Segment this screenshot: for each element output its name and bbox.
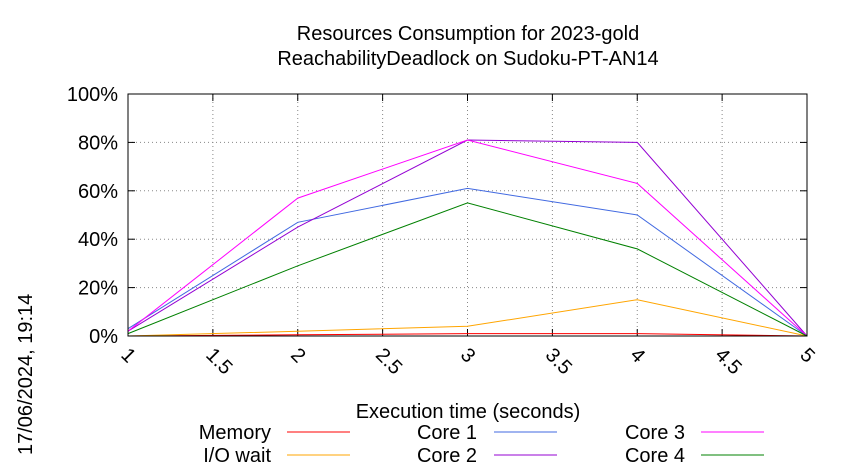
legend-label: I/O wait — [203, 445, 271, 467]
y-axis-ticks: 0% 20% 40% 60% 80% 100% — [67, 84, 807, 348]
x-tick-label: 4.5 — [711, 344, 746, 379]
y-tick-label: 80% — [78, 132, 118, 154]
x-tick-label: 3.5 — [541, 344, 576, 379]
series-line-core-4 — [127, 202, 808, 337]
timestamp: 17/06/2024, 19:14 — [15, 294, 37, 455]
series-lines — [127, 139, 808, 337]
chart-title: Resources Consumption for 2023-gold — [297, 23, 639, 45]
series-line-core-1 — [127, 187, 808, 337]
y-tick-label: 60% — [78, 181, 118, 203]
plot-frame — [127, 93, 808, 337]
legend-label: Memory — [199, 422, 271, 444]
legend-label: Core 1 — [417, 422, 477, 444]
y-tick-label: 20% — [78, 278, 118, 300]
series-line-core-3 — [127, 139, 808, 337]
chart-subtitle: ReachabilityDeadlock on Sudoku-PT-AN14 — [277, 48, 658, 70]
series-line-i-o-wait — [127, 299, 808, 337]
y-tick-label: 40% — [78, 229, 118, 251]
grid — [128, 94, 807, 336]
legend-label: Core 2 — [417, 445, 477, 467]
y-tick-label: 0% — [89, 326, 118, 348]
x-tick-label: 2.5 — [371, 344, 406, 379]
x-tick-label: 2 — [286, 344, 309, 367]
x-tick-label: 3 — [456, 344, 479, 367]
x-tick-label: 5 — [795, 344, 818, 367]
x-tick-label: 4 — [626, 344, 649, 367]
x-tick-label: 1.5 — [201, 344, 236, 379]
x-tick-label: 1 — [116, 344, 139, 367]
y-tick-label: 100% — [67, 84, 118, 106]
series-line-memory — [127, 333, 808, 337]
legend-label: Core 4 — [625, 445, 685, 467]
legend-label: Core 3 — [625, 422, 685, 444]
x-axis-label: Execution time (seconds) — [356, 401, 581, 423]
